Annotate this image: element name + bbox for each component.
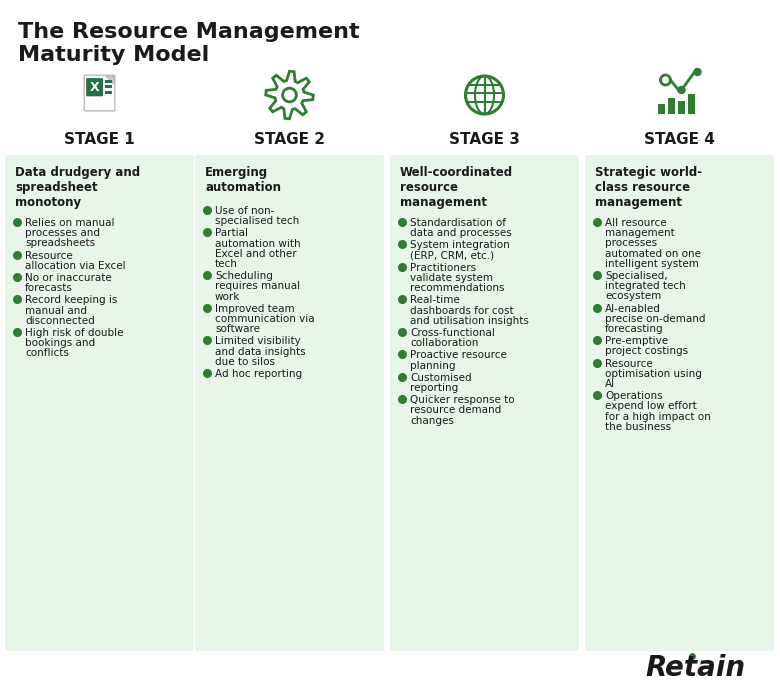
Text: recommendations: recommendations (410, 283, 505, 293)
Text: Strategic world-
class resource
management: Strategic world- class resource manageme… (595, 166, 702, 209)
FancyBboxPatch shape (585, 155, 774, 651)
Text: collaboration: collaboration (410, 338, 478, 348)
Text: System integration: System integration (410, 240, 510, 250)
Text: Limited visibility: Limited visibility (215, 336, 301, 346)
Text: due to silos: due to silos (215, 357, 275, 367)
Text: resource demand: resource demand (410, 405, 502, 416)
Text: forecasts: forecasts (25, 283, 73, 293)
Text: optimisation using: optimisation using (605, 369, 702, 379)
Text: Scheduling: Scheduling (215, 271, 273, 281)
Text: disconnected: disconnected (25, 316, 94, 326)
Text: STAGE 2: STAGE 2 (254, 132, 325, 147)
Text: STAGE 1: STAGE 1 (64, 132, 135, 147)
Text: The Resource Management
Maturity Model: The Resource Management Maturity Model (18, 22, 360, 65)
Text: bookings and: bookings and (25, 338, 95, 348)
Text: intelligent system: intelligent system (605, 259, 699, 269)
Text: Use of non-: Use of non- (215, 206, 275, 216)
Text: STAGE 4: STAGE 4 (644, 132, 715, 147)
Text: the business: the business (605, 422, 671, 432)
Text: All resource: All resource (605, 218, 667, 228)
Text: Excel and other: Excel and other (215, 249, 296, 259)
Text: processes and: processes and (25, 228, 100, 238)
Text: Real-time: Real-time (410, 295, 459, 305)
Text: and utilisation insights: and utilisation insights (410, 316, 529, 326)
Text: (ERP, CRM, etc.): (ERP, CRM, etc.) (410, 251, 494, 261)
Text: manual and: manual and (25, 306, 87, 316)
Text: Resource: Resource (25, 251, 73, 261)
Text: specialised tech: specialised tech (215, 216, 300, 226)
Text: conflicts: conflicts (25, 348, 69, 359)
FancyBboxPatch shape (390, 155, 579, 651)
Text: STAGE 3: STAGE 3 (449, 132, 520, 147)
Text: No or inaccurate: No or inaccurate (25, 273, 112, 283)
Text: X: X (90, 81, 99, 94)
Text: Retain: Retain (645, 654, 745, 682)
Text: expend low effort: expend low effort (605, 402, 697, 411)
Text: Practitioners: Practitioners (410, 263, 476, 273)
Text: for a high impact on: for a high impact on (605, 411, 711, 422)
Text: Specialised,: Specialised, (605, 271, 668, 281)
Text: Record keeping is: Record keeping is (25, 295, 117, 305)
Text: integrated tech: integrated tech (605, 281, 686, 291)
Text: processes: processes (605, 238, 657, 248)
Bar (668, 98, 675, 114)
Text: planning: planning (410, 361, 456, 370)
Text: Standardisation of: Standardisation of (410, 218, 506, 228)
Text: data and processes: data and processes (410, 228, 512, 238)
FancyBboxPatch shape (84, 75, 115, 111)
Text: Improved team: Improved team (215, 304, 295, 314)
Text: Pre-emptive: Pre-emptive (605, 336, 668, 346)
Text: allocation via Excel: allocation via Excel (25, 261, 126, 271)
Text: Cross-functional: Cross-functional (410, 328, 495, 338)
Text: management: management (605, 228, 675, 238)
Text: Well-coordinated
resource
management: Well-coordinated resource management (400, 166, 513, 209)
Text: forecasting: forecasting (605, 324, 664, 334)
Text: ecosystem: ecosystem (605, 291, 661, 302)
Bar (658, 104, 665, 114)
Polygon shape (106, 76, 114, 84)
FancyBboxPatch shape (195, 155, 384, 651)
Text: AI-enabled: AI-enabled (605, 304, 661, 313)
Text: dashboards for cost: dashboards for cost (410, 306, 513, 316)
Text: software: software (215, 324, 260, 334)
FancyBboxPatch shape (5, 155, 194, 651)
Text: Proactive resource: Proactive resource (410, 350, 507, 361)
Text: precise on-demand: precise on-demand (605, 314, 705, 324)
Text: High risk of double: High risk of double (25, 328, 123, 338)
Circle shape (678, 86, 685, 94)
Text: spreadsheets: spreadsheets (25, 238, 95, 248)
Text: AI: AI (605, 379, 615, 389)
Text: Quicker response to: Quicker response to (410, 395, 515, 405)
Text: Emerging
automation: Emerging automation (205, 166, 281, 194)
Text: reporting: reporting (410, 383, 459, 393)
Text: Resource: Resource (605, 359, 653, 368)
Text: tech: tech (215, 259, 238, 269)
Bar (678, 101, 685, 114)
Text: communication via: communication via (215, 314, 314, 324)
Text: automated on one: automated on one (605, 249, 701, 259)
Text: Partial: Partial (215, 229, 248, 238)
Text: Ad hoc reporting: Ad hoc reporting (215, 369, 302, 379)
Text: project costings: project costings (605, 346, 688, 357)
Text: requires manual: requires manual (215, 281, 300, 291)
Text: Customised: Customised (410, 373, 472, 383)
Bar (688, 94, 695, 114)
Text: automation with: automation with (215, 238, 300, 249)
Circle shape (694, 69, 701, 76)
Text: validate system: validate system (410, 273, 493, 283)
Text: Operations: Operations (605, 391, 663, 401)
FancyBboxPatch shape (87, 78, 103, 97)
Text: Data drudgery and
spreadsheet
monotony: Data drudgery and spreadsheet monotony (15, 166, 140, 209)
Text: and data insights: and data insights (215, 347, 306, 357)
Text: changes: changes (410, 416, 454, 425)
Text: work: work (215, 292, 240, 302)
Text: Relies on manual: Relies on manual (25, 218, 115, 228)
